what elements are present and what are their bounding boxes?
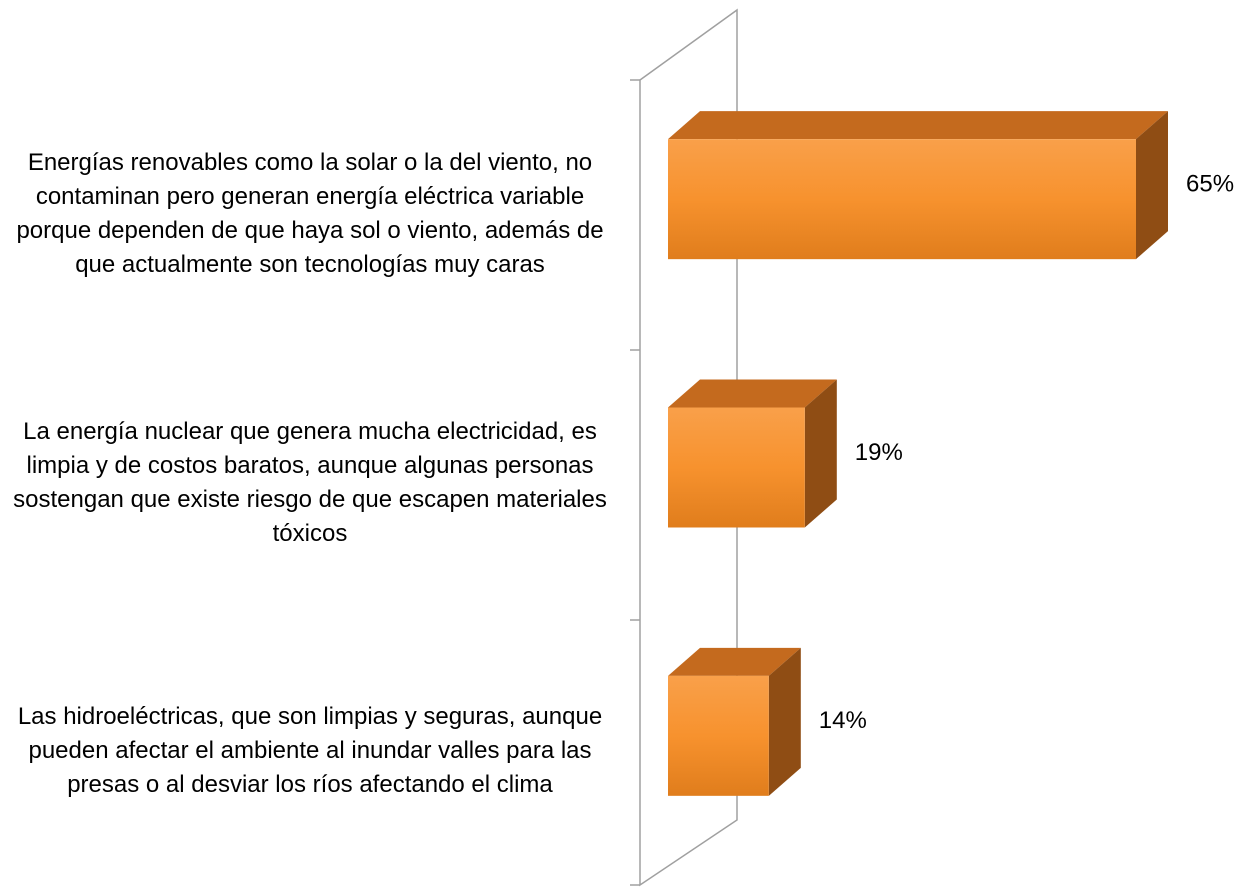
- value-label: 19%: [855, 439, 903, 466]
- back-wall: [639, 8, 738, 887]
- category-label: Energías renovables como la solar o la d…: [16, 149, 604, 279]
- value-label: 14%: [819, 707, 867, 734]
- bar-side: [1136, 111, 1168, 260]
- axis-ticks: [630, 79, 640, 886]
- category-label: Las hidroeléctricas, que son limpias y s…: [17, 702, 603, 798]
- bar: [668, 111, 1168, 260]
- bar-top: [668, 379, 837, 408]
- bar-side: [768, 647, 801, 796]
- bar-top: [668, 647, 801, 676]
- bar-front: [668, 407, 805, 528]
- value-label: 65%: [1186, 171, 1234, 198]
- bar-front: [668, 675, 769, 796]
- bar: [668, 647, 801, 796]
- bar-top: [668, 111, 1168, 140]
- bar: [668, 379, 837, 528]
- category-label: La energía nuclear que genera mucha elec…: [13, 417, 607, 547]
- bar-side: [804, 379, 837, 528]
- bar-front: [668, 139, 1136, 260]
